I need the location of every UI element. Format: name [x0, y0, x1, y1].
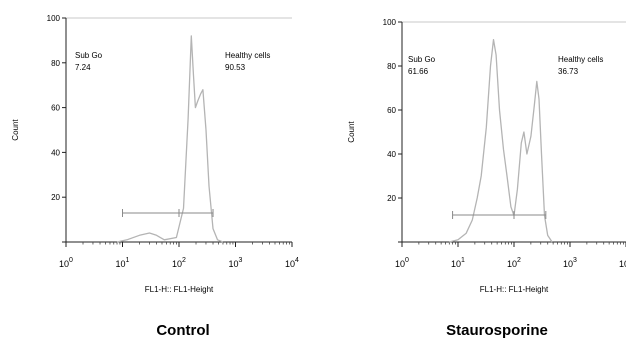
y-tick-label: 100	[383, 18, 397, 27]
gate-label: Sub Go	[75, 51, 103, 60]
y-tick-label: 40	[387, 150, 396, 159]
y-tick-label: 60	[387, 106, 396, 115]
x-tick-label: 100	[59, 257, 73, 269]
x-tick-label: 101	[116, 257, 130, 269]
y-tick-label: 40	[51, 148, 60, 157]
gate-value: 36.73	[558, 67, 579, 76]
x-tick-label: 104	[619, 257, 626, 269]
x-axis-label: FL1-H:: FL1-Height	[145, 285, 214, 294]
y-axis-label: Count	[347, 121, 356, 143]
gate-label: Healthy cells	[225, 51, 270, 60]
gate-label: Sub Go	[408, 55, 436, 64]
x-tick-label: 103	[229, 257, 243, 269]
y-axis-label: Count	[11, 119, 20, 141]
caption-staurosporine: Staurosporine	[446, 322, 548, 339]
x-tick-label: 102	[172, 257, 186, 269]
x-tick-label: 100	[395, 257, 409, 269]
x-tick-label: 104	[285, 257, 299, 269]
x-axis-label: FL1-H:: FL1-Height	[480, 285, 549, 294]
caption-control: Control	[156, 322, 210, 339]
histogram-series	[116, 35, 224, 243]
x-tick-label: 101	[451, 257, 465, 269]
y-tick-label: 80	[51, 59, 60, 68]
y-tick-label: 20	[51, 193, 60, 202]
x-tick-label: 102	[507, 257, 521, 269]
y-tick-label: 60	[51, 104, 60, 113]
histogram-series	[449, 38, 553, 243]
x-tick-label: 103	[563, 257, 577, 269]
gate-value: 90.53	[225, 63, 246, 72]
gate-value: 61.66	[408, 67, 429, 76]
y-tick-label: 80	[387, 62, 396, 71]
y-tick-label: 100	[47, 14, 61, 23]
y-tick-label: 20	[387, 194, 396, 203]
gate-value: 7.24	[75, 63, 91, 72]
gate-label: Healthy cells	[558, 55, 603, 64]
